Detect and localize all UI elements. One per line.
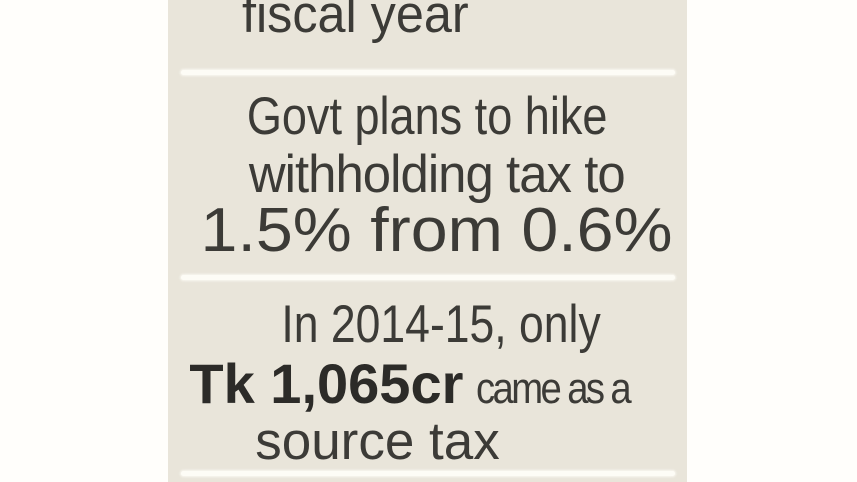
withholding-headline-text-2: withholding tax to [248,145,626,204]
withholding-rates-text: 1.5% from 0.6% [200,196,673,265]
source-tax-intro-text: In 2014-15, only [281,295,602,354]
source-tax-line-3: source tax [168,415,687,468]
source-tax-line-1: In 2014-15, only [168,298,687,351]
withholding-headline-line-2: withholding tax to [168,148,687,201]
amount-highlight: Tk 1,065cr [189,352,464,415]
withholding-headline-text-1: Govt plans to hike [247,87,608,146]
section-divider-middle [181,275,675,280]
source-tax-label-text: source tax [255,412,500,471]
infographic-factbox-panel: fiscal year Govt plans to hike withholdi… [168,0,687,482]
source-tax-amount-line: Tk 1,065cr came as a [168,356,687,417]
source-tax-amount-group: Tk 1,065cr came as a [189,356,651,417]
section-divider-bottom [181,471,675,476]
withholding-rates-line: 1.5% from 0.6% [168,200,687,262]
withholding-headline-line-1: Govt plans to hike [168,90,687,143]
fiscal-year-line: fiscal year [168,0,687,41]
amount-suffix-text: came as a [475,364,632,413]
section-divider-top [181,70,675,75]
fiscal-year-text: fiscal year [242,0,469,44]
